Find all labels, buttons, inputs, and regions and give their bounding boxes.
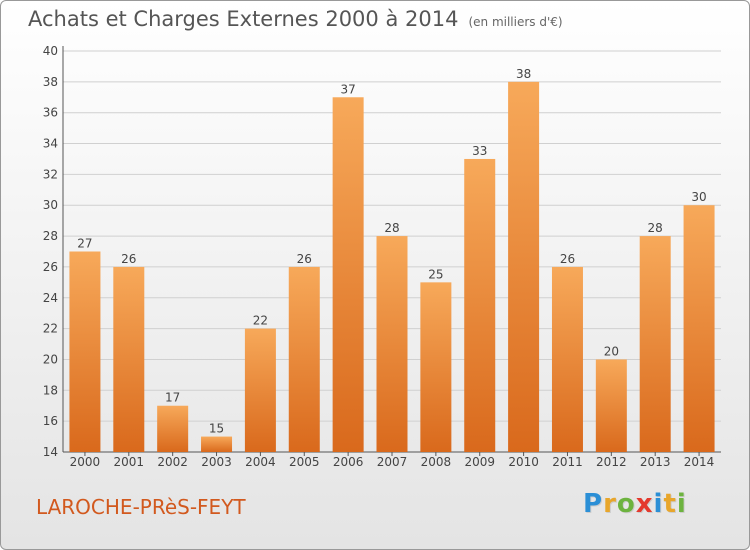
- bar-value-label: 25: [428, 267, 443, 281]
- chart-title: Achats et Charges Externes 2000 à 2014 (e…: [28, 7, 563, 31]
- bar-2004: [244, 328, 276, 452]
- x-tick-label: 2014: [684, 455, 715, 469]
- x-tick-labels: 2000 2001 2002 2003 2004 2005 2006 2007 2008 2009…: [70, 452, 715, 469]
- y-tick-label: 16: [43, 414, 58, 428]
- bar-value-label: 38: [516, 67, 531, 81]
- y-tick-label: 34: [43, 137, 58, 151]
- bar-2000: [69, 251, 101, 452]
- y-tick-label: 20: [43, 352, 58, 366]
- bar-2011: [551, 266, 583, 452]
- x-tick-label: 2005: [289, 455, 320, 469]
- y-tick-label: 40: [43, 44, 58, 58]
- x-tick-label: 2013: [640, 455, 671, 469]
- y-tick-labels: 14 16 18 20 22 24 26 28 30 32 34 36 38 40: [43, 44, 58, 459]
- bar-2014: [683, 205, 715, 452]
- logo-letter: r: [603, 489, 617, 519]
- x-tick-label: 2007: [377, 455, 408, 469]
- x-tick-label: 2004: [245, 455, 276, 469]
- bar-2006: [332, 97, 364, 453]
- proxiti-logo[interactable]: Proxiti: [583, 489, 687, 519]
- bar-value-label: 28: [384, 221, 399, 235]
- bar-2012: [595, 359, 627, 452]
- y-tick-label: 26: [43, 260, 58, 274]
- bar-value-label: 30: [691, 190, 706, 204]
- logo-letter: x: [635, 489, 654, 519]
- x-tick-label: 2001: [114, 455, 145, 469]
- x-tick-label: 2008: [421, 455, 452, 469]
- bar-value-label: 17: [165, 391, 180, 405]
- bar-2008: [420, 282, 452, 452]
- y-tick-label: 24: [43, 291, 58, 305]
- bar-2005: [288, 266, 320, 452]
- x-tick-label: 2003: [201, 455, 232, 469]
- y-tick-label: 30: [43, 198, 58, 212]
- y-tick-label: 22: [43, 322, 58, 336]
- bars: [69, 81, 715, 453]
- bar-value-label: 26: [297, 252, 312, 266]
- y-tick-label: 28: [43, 229, 58, 243]
- bar-2001: [113, 266, 145, 452]
- x-tick-label: 2009: [464, 455, 495, 469]
- y-tick-label: 38: [43, 75, 58, 89]
- x-tick-label: 2011: [552, 455, 583, 469]
- bar-value-label: 15: [209, 422, 224, 436]
- logo-letter: P: [583, 489, 604, 519]
- logo-letter: o: [616, 489, 636, 519]
- chart-subtitle: (en milliers d'€): [468, 15, 563, 29]
- bar-value-label: 37: [340, 82, 355, 96]
- bar-2007: [376, 236, 408, 452]
- logo-letter: t: [663, 489, 677, 519]
- y-tick-label: 32: [43, 167, 58, 181]
- bar-2003: [201, 436, 233, 452]
- x-tick-label: 2002: [157, 455, 188, 469]
- logo-letter: i: [653, 489, 664, 519]
- commune-name: LAROCHE-PRèS-FEYT: [36, 495, 246, 519]
- bar-2013: [639, 236, 671, 452]
- bar-2010: [508, 81, 540, 452]
- y-tick-label: 36: [43, 106, 58, 120]
- x-tick-label: 2006: [333, 455, 364, 469]
- logo-letter: i: [676, 489, 687, 519]
- bar-value-label: 33: [472, 144, 487, 158]
- bar-value-label: 26: [121, 252, 136, 266]
- chart-title-text: Achats et Charges Externes 2000 à 2014: [28, 7, 459, 31]
- bar-value-label: 28: [648, 221, 663, 235]
- y-tick-label: 14: [43, 445, 58, 459]
- x-tick-label: 2000: [70, 455, 101, 469]
- x-tick-label: 2012: [596, 455, 627, 469]
- bar-value-labels: 27 26 17 15 22 26 37 28 25 33 38 26 20 28 30: [77, 67, 706, 436]
- bar-value-label: 20: [604, 344, 619, 358]
- y-tick-label: 18: [43, 383, 58, 397]
- bar-2002: [157, 405, 189, 452]
- bar-value-label: 27: [77, 237, 92, 251]
- bar-value-label: 26: [560, 252, 575, 266]
- bar-value-label: 22: [253, 314, 268, 328]
- x-tick-label: 2010: [508, 455, 539, 469]
- bar-2009: [464, 158, 496, 452]
